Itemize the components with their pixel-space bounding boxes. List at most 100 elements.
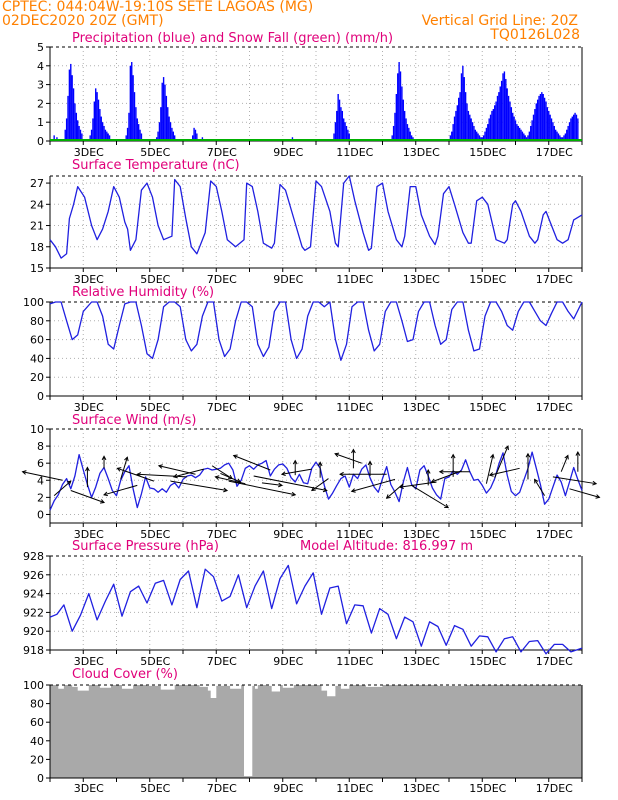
- y-tick-label: 20: [30, 753, 44, 766]
- precip-bar: [135, 107, 137, 141]
- precip-bar: [572, 114, 575, 141]
- y-tick-label: 27: [30, 177, 44, 190]
- wind-arrow: [311, 478, 329, 491]
- x-tick-label: 13DEC: [403, 782, 440, 795]
- precip-bar: [64, 129, 66, 141]
- y-tick-label: 928: [23, 550, 44, 563]
- precip-bar: [344, 122, 346, 141]
- precip-bar: [398, 62, 400, 141]
- x-tick-label: 9DEC: [273, 401, 303, 414]
- x-tick-label: 9DEC: [273, 782, 303, 795]
- precip-bar: [72, 88, 75, 141]
- precip-bar: [126, 127, 129, 141]
- precip-bar: [106, 131, 108, 141]
- precip-bar: [484, 131, 486, 141]
- wind-arrow: [489, 467, 520, 476]
- precip-bar: [510, 107, 513, 141]
- wind-arrow: [411, 484, 449, 509]
- precip-bar: [341, 110, 344, 141]
- wind-arrow: [351, 478, 396, 492]
- y-tick-label: 100: [23, 296, 44, 309]
- precip-bar: [566, 129, 568, 141]
- precip-bar: [406, 124, 409, 141]
- wind-arrow: [120, 457, 128, 480]
- x-tick-label: 17DEC: [536, 146, 573, 159]
- precip-bar: [90, 129, 93, 141]
- x-tick-label: 13DEC: [403, 401, 440, 414]
- precip-bar: [520, 129, 522, 141]
- precip-bar: [469, 114, 471, 141]
- wind-arrow-head: [101, 455, 107, 461]
- x-tick-label: 5DEC: [140, 401, 170, 414]
- precip-bar: [570, 118, 572, 141]
- x-tick-label: 11DEC: [336, 655, 373, 668]
- temp-line: [49, 175, 583, 259]
- precip-bar: [531, 120, 533, 141]
- precip-bar: [167, 107, 169, 141]
- precip-bar: [556, 131, 558, 141]
- precip-bar: [563, 135, 565, 141]
- precip-bar: [409, 131, 411, 141]
- precip-bar: [503, 71, 506, 141]
- precip-bar: [336, 110, 338, 141]
- run-code: TQ0126L028: [490, 27, 580, 43]
- precip-bar: [93, 101, 96, 141]
- precip-bar: [128, 112, 130, 141]
- x-tick-label: 7DEC: [207, 146, 237, 159]
- wind-arrow: [431, 470, 462, 483]
- precip-bar: [476, 131, 478, 141]
- precip-bar: [536, 99, 539, 141]
- wind-arrow: [170, 480, 228, 492]
- precip-bar: [473, 125, 475, 141]
- precip-bar: [75, 112, 78, 141]
- precip-bar: [506, 88, 508, 141]
- precip-bar: [499, 86, 501, 141]
- wind-arrow: [70, 490, 105, 503]
- y-tick-label: 924: [23, 588, 44, 601]
- x-tick-label: 13DEC: [403, 146, 440, 159]
- precip-bar: [338, 99, 341, 141]
- precip-bar: [489, 114, 492, 141]
- precip-bar: [498, 92, 500, 141]
- precip-bar: [402, 99, 404, 141]
- wind-arrow-head: [223, 487, 229, 493]
- wind-arrow-head: [450, 453, 456, 459]
- wind-arrow: [485, 454, 494, 484]
- wind-arrow: [211, 465, 233, 479]
- x-tick-label: 15DEC: [469, 401, 506, 414]
- precip-bar: [564, 133, 567, 141]
- precip-bar: [162, 77, 165, 141]
- wind-line: [49, 451, 583, 511]
- wind-arrow-head: [322, 487, 328, 493]
- wind-arrow-head: [525, 452, 531, 458]
- precip-bar: [494, 105, 496, 141]
- wind-arrow: [281, 468, 312, 475]
- precip-bar: [391, 135, 393, 141]
- x-tick-label: 5DEC: [140, 655, 170, 668]
- y-tick-label: 2: [37, 97, 44, 110]
- precip-bar: [397, 73, 399, 141]
- wind-arrow: [399, 481, 437, 488]
- precip-bar: [463, 77, 465, 141]
- wind-arrow: [103, 484, 138, 496]
- precip-bar: [455, 110, 457, 141]
- precip-bar: [92, 118, 94, 141]
- wind-panel-title: Surface Wind (m/s): [72, 413, 196, 428]
- precip-bar: [394, 112, 396, 141]
- precip-bar: [169, 122, 172, 141]
- precip-bar: [535, 103, 537, 141]
- y-tick-label: 0: [37, 772, 44, 785]
- x-tick-label: 11DEC: [336, 273, 373, 286]
- precip-bar: [545, 101, 547, 141]
- precip-bar: [492, 109, 495, 141]
- precip-bar: [542, 94, 544, 141]
- y-tick-label: 60: [30, 716, 44, 729]
- wind-arrow: [569, 488, 600, 498]
- wind-arrow-head: [592, 480, 598, 486]
- x-tick-label: 15DEC: [469, 273, 506, 286]
- x-tick-label: 3DEC: [74, 146, 104, 159]
- precip-bar: [137, 124, 140, 141]
- wind-arrow-head: [232, 454, 238, 459]
- x-tick-label: 11DEC: [336, 782, 373, 795]
- precip-bar: [129, 65, 132, 141]
